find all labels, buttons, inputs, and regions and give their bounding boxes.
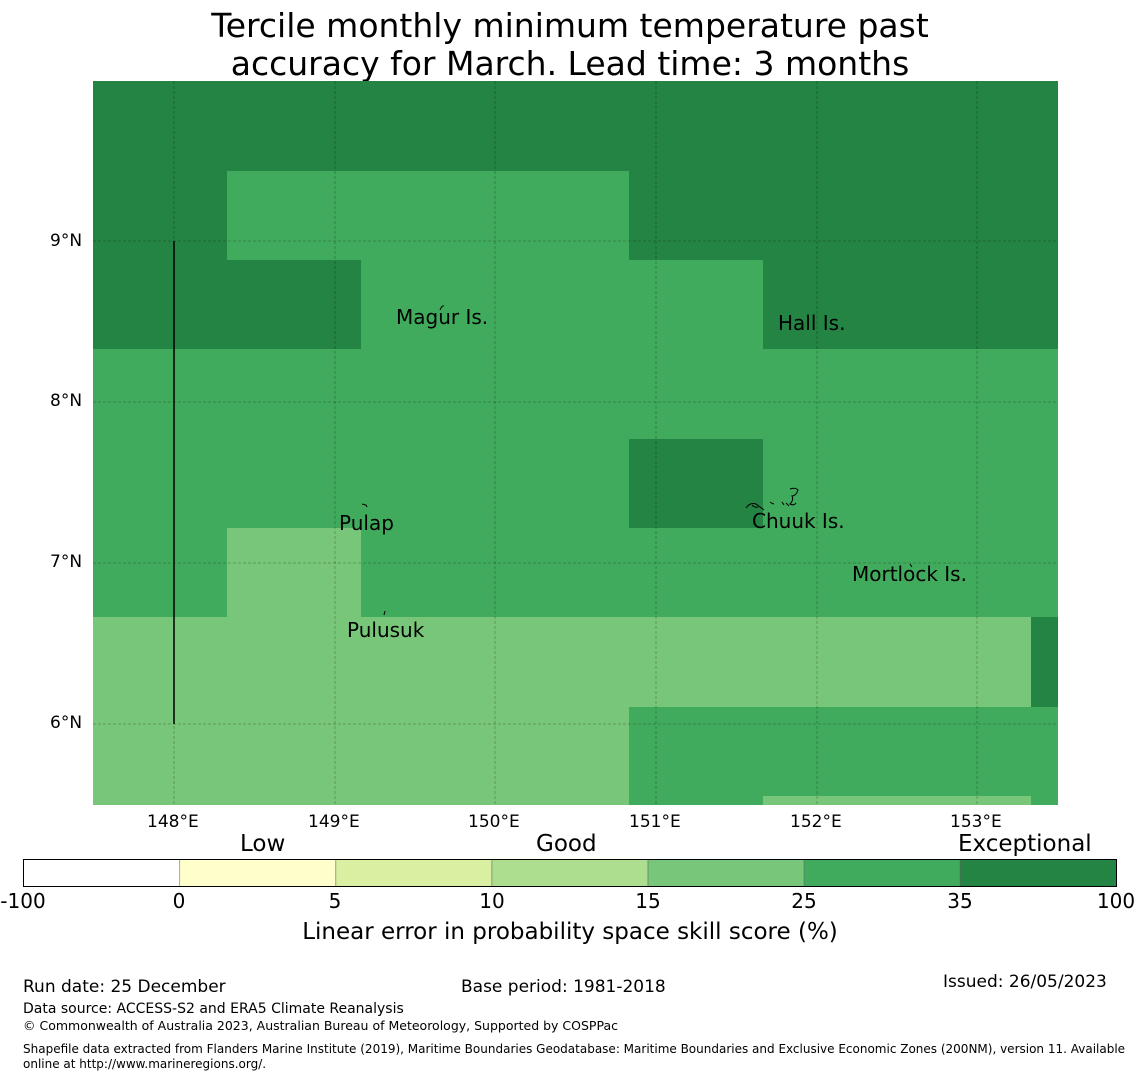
pulap-island-shape [361, 503, 368, 508]
chart-title-line-2: accuracy for March. Lead time: 3 months [230, 44, 910, 83]
run-date: Run date: 25 December [23, 977, 226, 997]
cell-good-low-southwest [93, 707, 629, 805]
colorbar-category-low: Low [240, 831, 286, 857]
pulusuk-island-shape [383, 610, 386, 616]
colorbar-tick-10: 10 [479, 889, 505, 913]
colorbar-tick-35: 35 [947, 889, 973, 913]
place-label-pulusuk: Pulusuk [347, 618, 425, 642]
place-label-chuuk: Chuuk Is. [752, 509, 845, 533]
mortlock-island-shape [909, 563, 913, 568]
colorbar-segment-6 [959, 859, 1117, 887]
cell-good-high-south [629, 707, 1058, 805]
island-outlines [361, 305, 913, 616]
copyright: © Commonwealth of Australia 2023, Austra… [23, 1018, 618, 1033]
cell-exceptional-chuuk [629, 439, 763, 528]
colorbar-tick-25: 25 [791, 889, 817, 913]
colorbar-label: Linear error in probability space skill … [302, 919, 838, 945]
lat-tick-9: 9°N [50, 231, 83, 251]
base-period: Base period: 1981-2018 [461, 977, 666, 997]
skill-map [93, 81, 1058, 805]
colorbar [23, 859, 1117, 887]
magur-island-shape [439, 305, 445, 311]
data-source: Data source: ACCESS-S2 and ERA5 Climate … [23, 1001, 404, 1017]
lat-tick-6: 6°N [50, 713, 83, 733]
colorbar-category-exceptional: Exceptional [958, 831, 1092, 857]
cell-good-low-southeast [763, 796, 1031, 805]
cell-good-low-band [93, 617, 1031, 707]
lon-tick-151: 151°E [629, 812, 681, 832]
lon-tick-150: 150°E [468, 812, 520, 832]
lat-tick-8: 8°N [50, 391, 83, 411]
colorbar-tick-100: 100 [1096, 889, 1136, 913]
colorbar-segment-0 [23, 859, 181, 887]
shapefile-credit: Shapefile data extracted from Flanders M… [23, 1042, 1126, 1071]
lon-tick-153: 153°E [950, 812, 1002, 832]
chart-title-line-1: Tercile monthly minimum temperature past [211, 6, 929, 45]
colorbar-tick-15: 15 [635, 889, 661, 913]
skill-cells [93, 81, 1058, 805]
place-label-magur: Magur Is. [396, 305, 489, 329]
colorbar-tick-5: 5 [328, 889, 342, 913]
cell-good-high-upper [227, 171, 629, 260]
colorbar-segment-3 [491, 859, 649, 887]
cell-good-low-pulap [227, 528, 361, 617]
place-label-hall: Hall Is. [778, 311, 846, 335]
colorbar-category-good: Good [536, 831, 597, 857]
lat-tick-7: 7°N [50, 552, 83, 572]
place-label-mortlock: Mortlock Is. [852, 562, 967, 586]
colorbar-tick-0: 0 [172, 889, 186, 913]
lon-tick-152: 152°E [790, 812, 842, 832]
place-label-pulap: Pulap [339, 511, 394, 535]
colorbar-segment-2 [335, 859, 493, 887]
colorbar-segment-4 [647, 859, 805, 887]
chuuk-lagoon-shape [745, 487, 799, 511]
colorbar-tick-minus100: -100 [0, 889, 46, 913]
lon-tick-149: 149°E [308, 812, 360, 832]
colorbar-segment-5 [803, 859, 961, 887]
colorbar-segment-1 [179, 859, 337, 887]
cell-good-high-magur [361, 260, 763, 349]
lon-tick-148: 148°E [147, 812, 199, 832]
gridlines [93, 81, 1058, 805]
issued-date: Issued: 26/05/2023 [943, 972, 1107, 992]
